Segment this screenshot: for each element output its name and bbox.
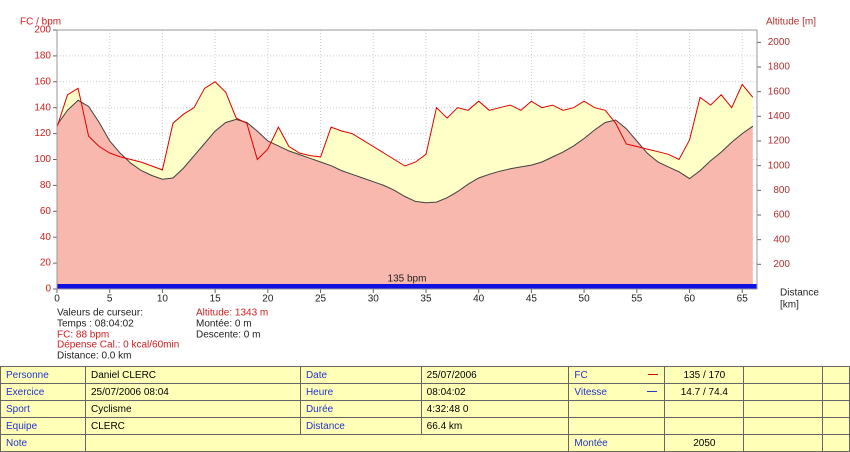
cell: 135 / 170 (664, 366, 745, 384)
y-tick-label: 180 (34, 51, 51, 62)
y2-tick-label: 1400 (768, 111, 791, 122)
cell (664, 400, 745, 418)
y-tick-label: 100 (34, 154, 51, 165)
summary-table: Personne Daniel CLERC Date 25/07/2006 FC 135 … (0, 366, 850, 452)
cell: 25/07/2006 (420, 366, 570, 384)
x-tick-label: 55 (631, 294, 643, 305)
y2-tick-label: 1200 (768, 136, 791, 147)
cell (822, 434, 850, 452)
area (57, 100, 753, 289)
y2-tick-label: 800 (773, 185, 790, 196)
cell (743, 417, 824, 435)
y2-tick-label: 2000 (768, 37, 791, 48)
cell: CLERC (85, 417, 301, 435)
cell: Exercice (0, 383, 86, 401)
x-tick-label: 60 (684, 294, 696, 305)
cell (822, 417, 850, 435)
cell: Distance (299, 417, 422, 435)
average-label: 135 bpm (388, 274, 427, 285)
x-tick-label: 50 (579, 294, 591, 305)
y-axis-label: FC / bpm (20, 17, 61, 28)
y-tick-label: 120 (34, 128, 51, 139)
cell (568, 417, 666, 435)
cell (743, 383, 824, 401)
x-tick-label: 35 (420, 294, 432, 305)
x-tick-label: 20 (262, 294, 274, 305)
y2-tick-label: 400 (773, 234, 790, 245)
x-tick-label: 30 (368, 294, 380, 305)
cell: 14.7 / 74.4 (664, 383, 745, 401)
y-tick-label: 200 (34, 25, 51, 36)
cell: Note (0, 434, 86, 452)
legend-line (647, 391, 657, 393)
cell: Cyclisme (85, 400, 301, 418)
y2-tick-label: 200 (773, 259, 790, 270)
chart: FC / bpm Altitude [m] Distance [km] Vale… (20, 17, 819, 362)
x-tick-label: 65 (737, 294, 749, 305)
x-tick-label: 15 (210, 294, 222, 305)
y-tick-label: 160 (34, 76, 51, 87)
x-tick-label: 45 (526, 294, 538, 305)
cell: Equipe (0, 417, 86, 435)
cell: Date (299, 366, 422, 384)
cell: Durée (299, 400, 422, 418)
x-tick-label: 40 (473, 294, 485, 305)
label: Vitesse (574, 386, 607, 398)
cell (743, 366, 824, 384)
y2-tick-label: 1800 (768, 62, 791, 73)
y-tick-label: 40 (40, 232, 52, 243)
line (56, 99, 754, 204)
y-tick-label: 80 (40, 180, 52, 191)
cell (822, 366, 850, 384)
cell: 66.4 km (420, 417, 570, 435)
x-axis-unit: [km] (780, 300, 799, 311)
cell: 2050 (664, 434, 745, 452)
cell: Sport (0, 400, 86, 418)
average-band (57, 284, 757, 289)
cell: Personne (0, 366, 86, 384)
cell: FC (568, 366, 666, 384)
cursor-descent: Descente: 0 m (196, 330, 260, 341)
y2-tick-label: 1600 (768, 86, 791, 97)
legend-line (647, 374, 658, 376)
cursor-ascent: Montée: 0 m (196, 319, 252, 330)
x-axis-label: Distance (780, 288, 819, 299)
cell (822, 383, 850, 401)
y-tick-label: 20 (40, 258, 52, 269)
cell (84, 434, 570, 452)
cursor-distance: Distance: 0.0 km (57, 351, 131, 362)
cursor-hr: FC: 88 bpm (57, 330, 109, 341)
plot-frame (56, 29, 758, 290)
cell (568, 400, 666, 418)
y2-axis-label: Altitude [m] (766, 17, 816, 28)
cell: Heure (299, 383, 422, 401)
cell: Montée (568, 434, 666, 452)
cell: Vitesse (568, 383, 666, 401)
cursor-altitude: Altitude: 1343 m (196, 308, 268, 319)
y-tick-label: 60 (40, 206, 52, 217)
cell (664, 417, 745, 435)
cursor-time: Temps : 08:04:02 (57, 319, 134, 330)
cursor-calories: Dépense Cal.: 0 kcal/60min (57, 340, 179, 351)
cell (822, 400, 850, 418)
y-tick-label: 140 (34, 102, 51, 113)
y2-tick-label: 1000 (768, 160, 791, 171)
y-tick-label: 0 (45, 284, 51, 295)
cell: 25/07/2006 08:04 (85, 383, 301, 401)
label: FC (574, 369, 588, 381)
x-tick-label: 0 (54, 294, 60, 305)
cursor-title: Valeurs de curseur: (57, 308, 143, 319)
x-tick-label: 5 (107, 294, 113, 305)
cell: Daniel CLERC (85, 366, 301, 384)
x-tick-label: 10 (157, 294, 169, 305)
cell: 4:32:48 0 (420, 400, 570, 418)
cell: 08:04:02 (420, 383, 570, 401)
x-tick-label: 25 (315, 294, 327, 305)
cell (743, 434, 824, 452)
y2-tick-label: 600 (773, 210, 790, 221)
line (56, 81, 754, 171)
cell (743, 400, 824, 418)
